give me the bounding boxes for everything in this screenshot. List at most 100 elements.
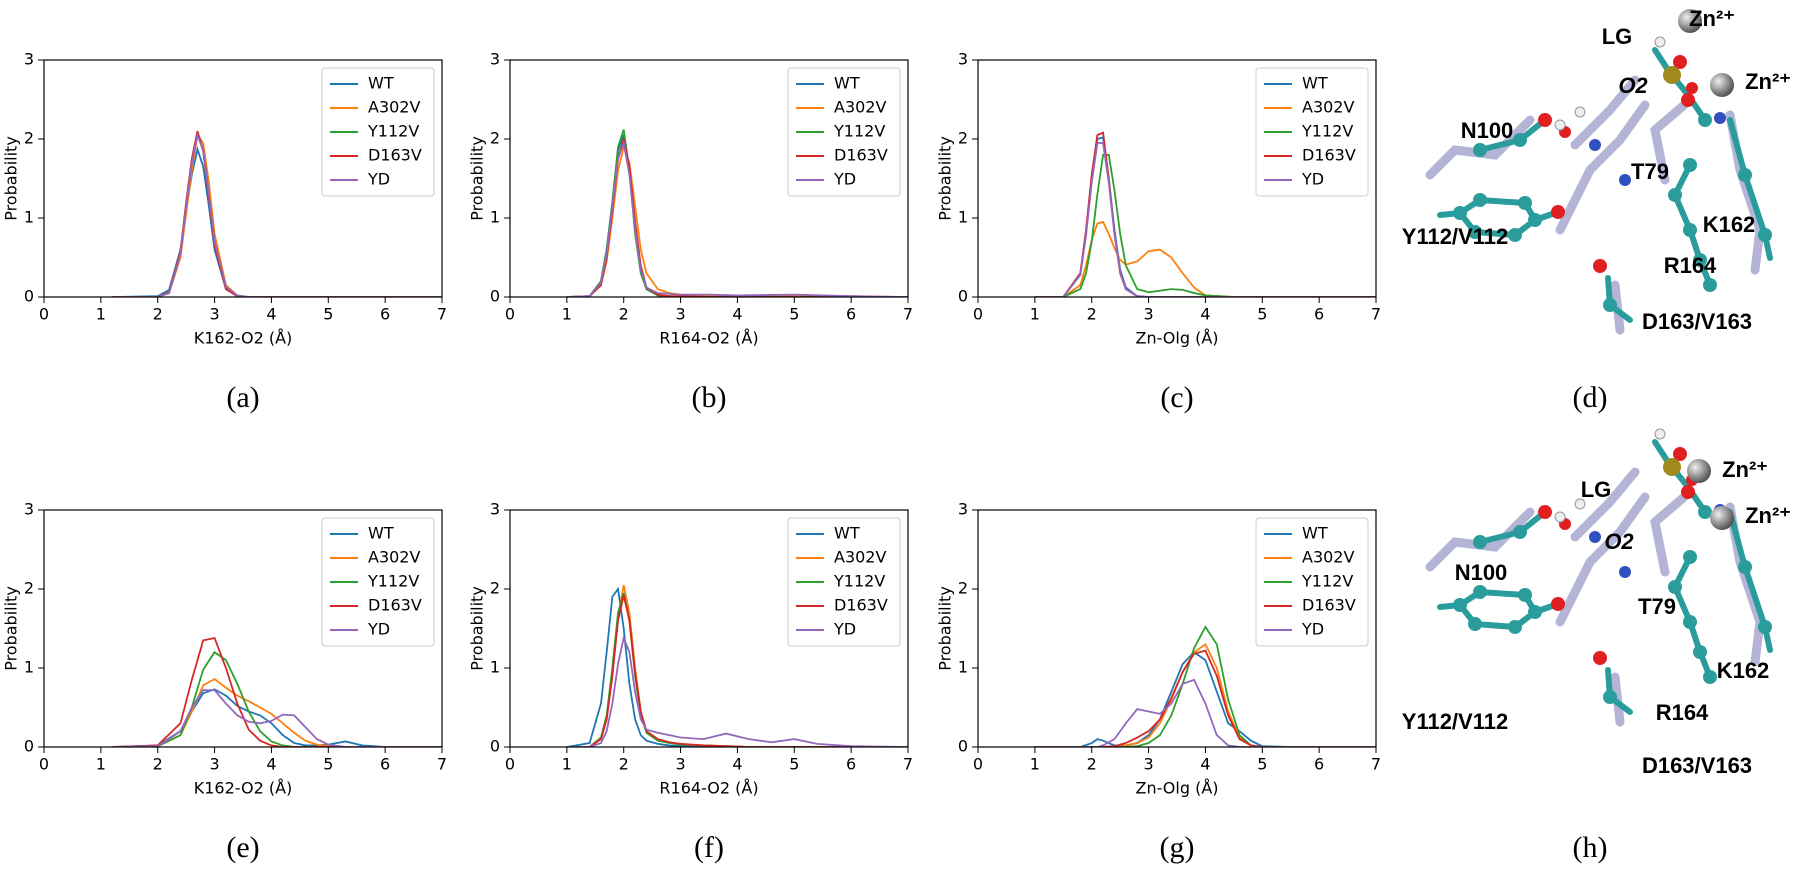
x-tick-label: 2 xyxy=(619,305,629,324)
structure-art-d xyxy=(1430,9,1772,330)
legend-box xyxy=(1255,517,1369,647)
residue-label: Zn²⁺ xyxy=(1722,457,1768,482)
x-tick-label: 4 xyxy=(1200,305,1210,324)
x-tick-label: 6 xyxy=(380,305,390,324)
x-tick-label: 1 xyxy=(1030,305,1040,324)
chart-panel: 0 1 2 3 4 5 6 7 0 1 2 3 Zn-Olg (Å) Probability (g) WT A3… xyxy=(936,500,1382,864)
legend-label: YD xyxy=(367,170,390,189)
axes-frame xyxy=(509,509,909,748)
series-line xyxy=(1034,649,1376,747)
residue-label: Y112/V112 xyxy=(1402,224,1508,249)
residue-label: R164 xyxy=(1664,253,1717,278)
caption: (e) xyxy=(226,831,259,864)
y-tick-label: 3 xyxy=(958,50,968,69)
x-tick-label: 2 xyxy=(1087,305,1097,324)
x-tick-label: 6 xyxy=(380,755,390,774)
legend-label: Y112V xyxy=(367,572,419,591)
series-line xyxy=(112,677,442,747)
legend-label: YD xyxy=(367,620,390,639)
y-axis-label: Probability xyxy=(2,586,21,671)
legend-label: A302V xyxy=(368,98,420,117)
x-tick-label: 3 xyxy=(675,305,685,324)
series-line xyxy=(566,634,908,747)
axes-frame xyxy=(43,509,443,748)
x-tick-label: 1 xyxy=(96,755,106,774)
axes-frame xyxy=(977,59,1377,298)
legend-label: A302V xyxy=(1302,548,1354,567)
x-tick-label: 0 xyxy=(505,755,515,774)
legend-label: D163V xyxy=(834,146,888,165)
x-tick-label: 2 xyxy=(153,755,163,774)
x-tick-label: 6 xyxy=(846,755,856,774)
x-tick-label: 2 xyxy=(153,305,163,324)
x-tick-label: 0 xyxy=(505,305,515,324)
chart-panel: 0 1 2 3 4 5 6 7 0 1 2 3 Zn-Olg (Å) Probability (c) WT A3… xyxy=(936,50,1382,414)
structure-art-h xyxy=(1430,429,1772,722)
x-tick-label: 7 xyxy=(903,755,913,774)
y-tick-label: 2 xyxy=(24,579,34,598)
x-tick-label: 4 xyxy=(1200,755,1210,774)
x-tick-label: 3 xyxy=(209,305,219,324)
y-tick-label: 2 xyxy=(958,129,968,148)
y-tick-label: 2 xyxy=(958,579,968,598)
x-tick-label: 7 xyxy=(437,305,447,324)
y-axis-label: Probability xyxy=(2,136,21,221)
legend-label: A302V xyxy=(368,548,420,567)
series-line xyxy=(112,650,442,747)
series-line xyxy=(1034,142,1376,297)
series-line xyxy=(566,595,908,747)
caption: (a) xyxy=(226,381,259,414)
y-tick-label: 0 xyxy=(490,287,500,306)
y-tick-label: 1 xyxy=(24,658,34,677)
x-tick-label: 1 xyxy=(96,305,106,324)
plot-area xyxy=(112,636,442,747)
y-axis-label: Probability xyxy=(936,586,955,671)
x-tick-label: 5 xyxy=(323,755,333,774)
series-line xyxy=(1034,678,1376,747)
residue-label: LG xyxy=(1602,24,1633,49)
series-line xyxy=(1034,651,1376,747)
x-tick-label: 0 xyxy=(39,305,49,324)
y-tick-label: 1 xyxy=(490,208,500,227)
legend-label: WT xyxy=(834,524,860,543)
x-tick-label: 2 xyxy=(619,755,629,774)
y-tick-label: 3 xyxy=(490,50,500,69)
x-tick-label: 5 xyxy=(789,305,799,324)
legend-label: Y112V xyxy=(833,572,885,591)
x-axis-label: R164-O2 (Å) xyxy=(659,329,758,348)
x-tick-label: 1 xyxy=(1030,755,1040,774)
x-axis-label: Zn-Olg (Å) xyxy=(1135,779,1218,798)
x-tick-label: 5 xyxy=(1257,755,1267,774)
y-tick-label: 0 xyxy=(958,287,968,306)
legend-label: WT xyxy=(834,74,860,93)
series-line xyxy=(112,131,442,297)
residue-label: K162 xyxy=(1703,212,1756,237)
x-tick-label: 7 xyxy=(903,305,913,324)
legend-label: WT xyxy=(368,74,394,93)
legend-label: A302V xyxy=(834,548,886,567)
x-axis-label: K162-O2 (Å) xyxy=(194,329,293,348)
y-tick-label: 2 xyxy=(490,579,500,598)
legend-label: D163V xyxy=(1302,146,1356,165)
legend-label: Y112V xyxy=(1301,572,1353,591)
y-tick-label: 3 xyxy=(24,500,34,519)
y-tick-label: 3 xyxy=(958,500,968,519)
legend-label: Y112V xyxy=(833,122,885,141)
legend-box xyxy=(787,517,901,647)
x-tick-label: 5 xyxy=(1257,305,1267,324)
x-tick-label: 5 xyxy=(789,755,799,774)
legend-label: D163V xyxy=(1302,596,1356,615)
plot-area xyxy=(566,584,908,747)
x-axis-label: R164-O2 (Å) xyxy=(659,779,758,798)
y-axis-label: Probability xyxy=(468,136,487,221)
y-tick-label: 3 xyxy=(24,50,34,69)
caption: (b) xyxy=(692,381,727,414)
y-tick-label: 1 xyxy=(24,208,34,227)
legend: WT A302V Y112V D163V YD xyxy=(321,67,435,197)
series-line xyxy=(566,139,908,297)
legend-label: WT xyxy=(368,524,394,543)
y-tick-label: 2 xyxy=(24,129,34,148)
x-tick-label: 6 xyxy=(1314,305,1324,324)
x-axis-label: Zn-Olg (Å) xyxy=(1135,329,1218,348)
